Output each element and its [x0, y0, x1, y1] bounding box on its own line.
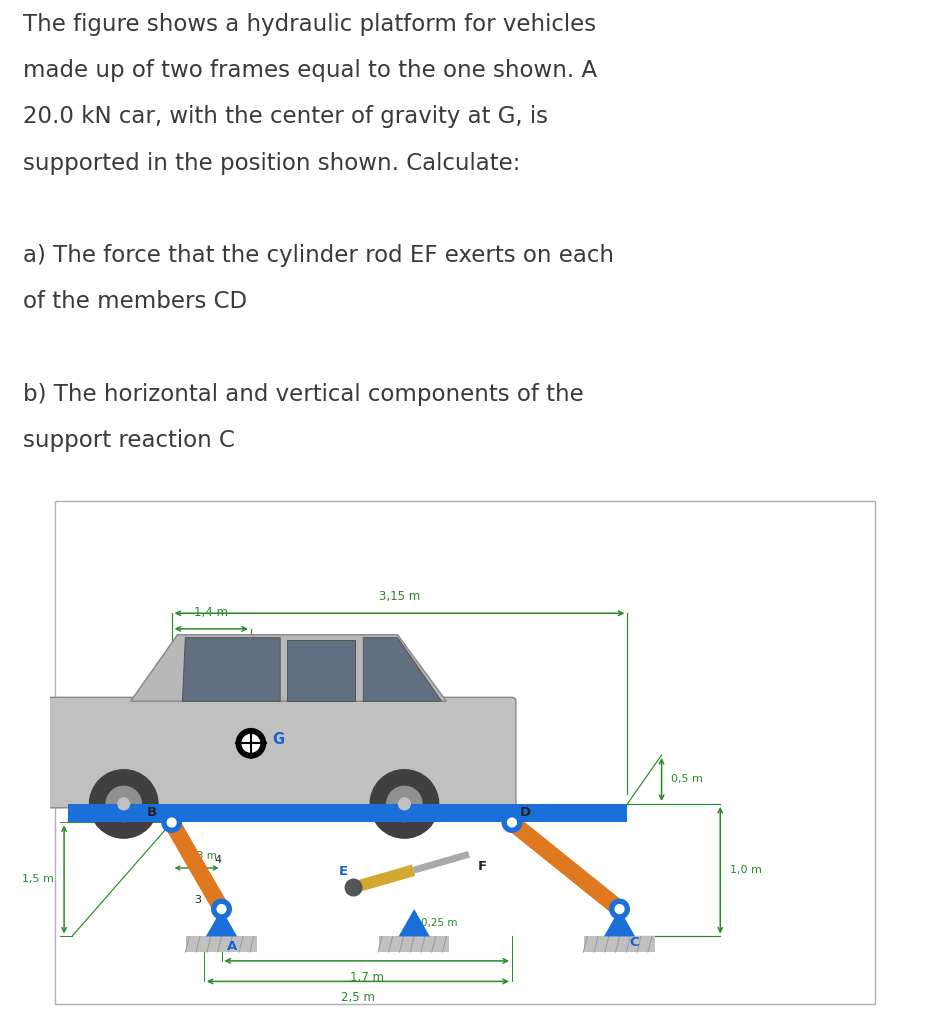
Circle shape: [615, 905, 624, 913]
Circle shape: [508, 818, 516, 827]
Polygon shape: [183, 638, 281, 702]
Text: 3: 3: [194, 895, 201, 905]
Bar: [379, 937, 449, 952]
Circle shape: [167, 818, 176, 827]
Circle shape: [212, 899, 231, 918]
Circle shape: [117, 798, 130, 810]
Text: made up of two frames equal to the one shown. A: made up of two frames equal to the one s…: [23, 59, 597, 82]
Text: A: A: [227, 941, 238, 953]
Text: 1,5 m: 1,5 m: [22, 875, 54, 885]
Text: 20.0 kN car, with the center of gravity at G, is: 20.0 kN car, with the center of gravity …: [23, 105, 548, 128]
Bar: [68, 803, 627, 823]
Text: F: F: [478, 860, 487, 874]
Text: supported in the position shown. Calculate:: supported in the position shown. Calcula…: [23, 152, 521, 175]
Text: 0,5 m: 0,5 m: [671, 775, 704, 784]
Polygon shape: [287, 640, 355, 702]
Polygon shape: [399, 909, 430, 937]
FancyBboxPatch shape: [47, 698, 516, 807]
Bar: [186, 937, 256, 952]
Circle shape: [89, 770, 158, 838]
Circle shape: [387, 786, 422, 822]
Text: support reaction C: support reaction C: [23, 429, 235, 453]
Text: a) The force that the cylinder rod EF exerts on each: a) The force that the cylinder rod EF ex…: [23, 244, 614, 267]
Polygon shape: [206, 909, 237, 937]
Text: 2,5 m: 2,5 m: [341, 992, 375, 1004]
Polygon shape: [604, 909, 636, 937]
Text: 1,0 m: 1,0 m: [730, 865, 761, 876]
Circle shape: [242, 734, 260, 753]
Circle shape: [399, 798, 410, 810]
Circle shape: [610, 899, 629, 918]
Polygon shape: [130, 635, 446, 702]
Text: 0,3 m: 0,3 m: [186, 851, 216, 861]
Polygon shape: [363, 638, 442, 702]
Text: 4: 4: [534, 841, 541, 851]
Text: The figure shows a hydraulic platform for vehicles: The figure shows a hydraulic platform fo…: [23, 12, 596, 36]
Circle shape: [502, 813, 522, 832]
Bar: [584, 937, 655, 952]
Text: 0,25 m: 0,25 m: [421, 917, 458, 928]
Text: G: G: [272, 732, 284, 746]
Text: 3,15 m: 3,15 m: [379, 591, 420, 603]
Text: E: E: [338, 864, 348, 878]
Text: 1,7 m: 1,7 m: [350, 970, 384, 983]
Text: of the members CD: of the members CD: [23, 291, 247, 313]
Text: C: C: [629, 937, 639, 950]
Circle shape: [345, 880, 362, 896]
Text: b) The horizontal and vertical components of the: b) The horizontal and vertical component…: [23, 383, 584, 406]
Circle shape: [162, 813, 182, 832]
Circle shape: [236, 728, 266, 758]
Circle shape: [217, 905, 226, 913]
Text: B: B: [147, 805, 157, 819]
Circle shape: [370, 770, 439, 838]
Text: 4: 4: [214, 855, 222, 864]
Text: 1,4 m: 1,4 m: [194, 606, 228, 619]
Text: D: D: [520, 805, 531, 819]
Circle shape: [106, 786, 142, 822]
Text: 3: 3: [586, 884, 594, 894]
